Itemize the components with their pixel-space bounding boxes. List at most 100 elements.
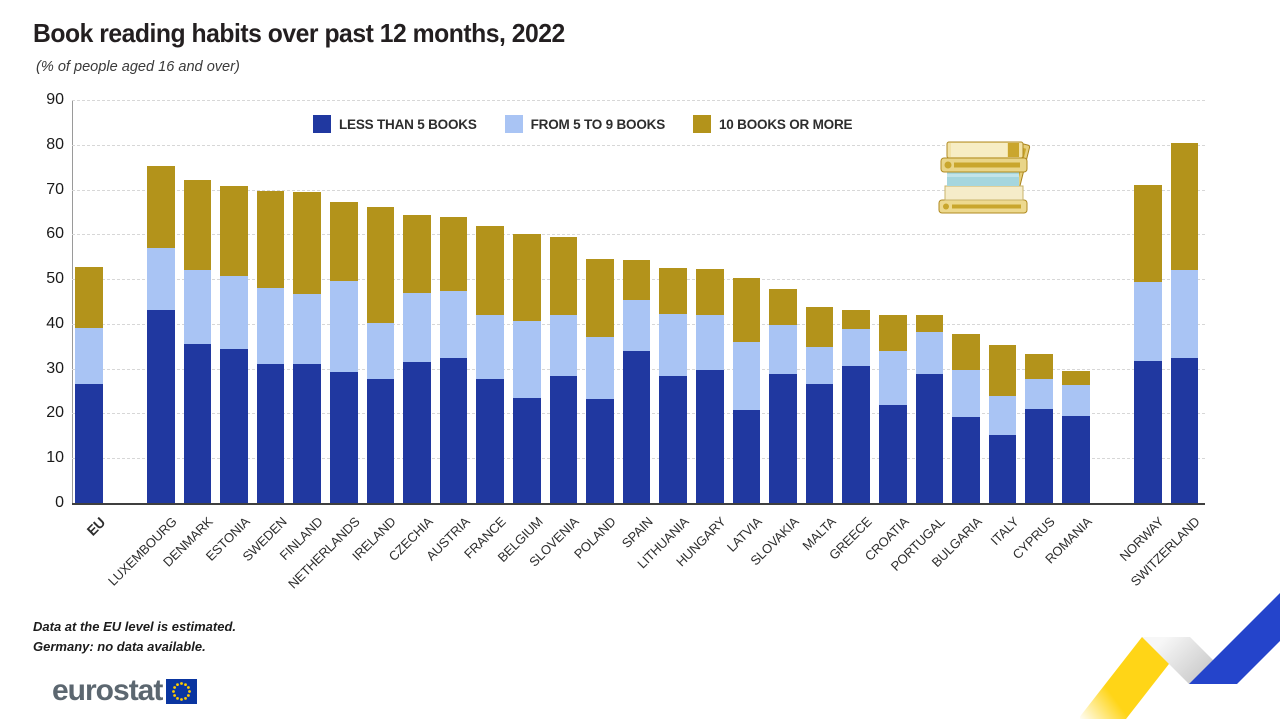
y-tick-60: 60 [46, 225, 64, 243]
segment-austria-from_5_to_9 [439, 290, 468, 359]
segment-finland-less_than_5 [293, 364, 321, 503]
segment-czechia-from_5_to_9 [403, 293, 431, 362]
segment-bulgaria-ten_or_more [952, 333, 980, 370]
segment-estonia-from_5_to_9 [220, 275, 248, 349]
segment-slovenia-less_than_5 [549, 375, 578, 503]
bar-portugal [915, 100, 944, 503]
segment-czechia-less_than_5 [403, 361, 431, 503]
bar-malta [805, 100, 834, 503]
segment-austria-less_than_5 [439, 358, 468, 503]
bar-hungary [696, 100, 724, 503]
bar-italy [988, 100, 1017, 503]
segment-luxembourg-from_5_to_9 [147, 247, 175, 311]
bar-belgium [513, 100, 541, 503]
segment-slovakia-ten_or_more [769, 289, 797, 325]
segment-eu-ten_or_more [75, 266, 103, 329]
segment-poland-ten_or_more [586, 258, 614, 337]
bar-bulgaria [952, 100, 980, 503]
bar-netherlands [330, 100, 358, 503]
bar-latvia [732, 100, 761, 503]
segment-cyprus-ten_or_more [1025, 354, 1053, 379]
bar-norway [1134, 100, 1162, 503]
bar-slovenia [549, 100, 578, 503]
gridline-80 [72, 144, 1205, 146]
segment-italy-from_5_to_9 [988, 396, 1017, 435]
bar-lithuania [659, 100, 687, 503]
segment-cyprus-less_than_5 [1025, 408, 1053, 503]
segment-lithuania-ten_or_more [659, 268, 687, 315]
segment-belgium-less_than_5 [513, 397, 541, 503]
segment-czechia-ten_or_more [403, 214, 431, 293]
segment-lithuania-from_5_to_9 [659, 314, 687, 377]
segment-ireland-less_than_5 [366, 379, 395, 503]
bar-denmark [183, 100, 212, 503]
segment-switzerland-from_5_to_9 [1170, 269, 1199, 358]
gridline-60 [72, 234, 1205, 236]
y-tick-20: 20 [46, 404, 64, 422]
segment-finland-ten_or_more [293, 191, 321, 294]
segment-belgium-from_5_to_9 [513, 321, 541, 398]
segment-latvia-less_than_5 [732, 409, 761, 503]
bar-slovakia [769, 100, 797, 503]
segment-latvia-from_5_to_9 [732, 341, 761, 410]
ribbon-decoration [1080, 593, 1280, 719]
segment-greece-less_than_5 [842, 366, 870, 503]
legend-item-less_than_5: LESS THAN 5 BOOKS [313, 115, 477, 133]
segment-croatia-ten_or_more [879, 314, 907, 352]
footnote-line-1: Data at the EU level is estimated. [33, 619, 237, 634]
bar-greece [842, 100, 870, 503]
bar-switzerland [1170, 100, 1199, 503]
bar-austria [439, 100, 468, 503]
segment-netherlands-from_5_to_9 [330, 280, 358, 372]
segment-netherlands-ten_or_more [330, 202, 358, 281]
bar-ireland [366, 100, 395, 503]
bar-spain [622, 100, 651, 503]
plot-area [72, 100, 1205, 503]
segment-spain-from_5_to_9 [622, 300, 651, 351]
segment-france-ten_or_more [476, 225, 504, 316]
bar-france [476, 100, 504, 503]
y-tick-50: 50 [46, 270, 64, 288]
ribbon-blue-band [1189, 593, 1280, 684]
bar-czechia [403, 100, 431, 503]
segment-portugal-less_than_5 [915, 374, 944, 503]
legend-label-ten_or_more: 10 BOOKS OR MORE [719, 116, 853, 132]
bar-croatia [879, 100, 907, 503]
y-tick-30: 30 [46, 359, 64, 377]
segment-slovakia-from_5_to_9 [769, 324, 797, 375]
x-axis-line [72, 503, 1205, 505]
segment-malta-from_5_to_9 [805, 346, 834, 384]
segment-switzerland-less_than_5 [1170, 357, 1199, 503]
bar-luxembourg [147, 100, 175, 503]
segment-eu-less_than_5 [75, 384, 103, 503]
segment-norway-from_5_to_9 [1134, 281, 1162, 361]
segment-slovakia-less_than_5 [769, 374, 797, 503]
segment-estonia-less_than_5 [220, 348, 248, 503]
legend-swatch-from_5_to_9 [504, 115, 523, 133]
segment-bulgaria-less_than_5 [952, 417, 980, 503]
segment-portugal-ten_or_more [915, 315, 944, 332]
legend-label-less_than_5: LESS THAN 5 BOOKS [339, 116, 477, 132]
legend-item-from_5_to_9: FROM 5 TO 9 BOOKS [504, 115, 665, 133]
segment-croatia-from_5_to_9 [879, 351, 907, 406]
bar-eu [75, 100, 103, 503]
segment-finland-from_5_to_9 [293, 293, 321, 365]
segment-denmark-less_than_5 [183, 344, 212, 503]
segment-netherlands-less_than_5 [330, 371, 358, 503]
eurostat-logo: eurostat [52, 674, 198, 708]
segment-greece-from_5_to_9 [842, 329, 870, 367]
segment-malta-less_than_5 [805, 383, 834, 503]
segment-estonia-ten_or_more [220, 185, 248, 276]
segment-romania-from_5_to_9 [1062, 385, 1090, 416]
segment-luxembourg-ten_or_more [147, 166, 175, 248]
segment-france-less_than_5 [476, 378, 504, 503]
bar-poland [586, 100, 614, 503]
y-tick-10: 10 [46, 449, 64, 467]
segment-spain-less_than_5 [622, 350, 651, 503]
segment-norway-less_than_5 [1134, 360, 1162, 503]
books-icon [938, 141, 1031, 214]
y-tick-70: 70 [46, 180, 64, 198]
legend-item-ten_or_more: 10 BOOKS OR MORE [693, 115, 853, 133]
segment-ireland-ten_or_more [366, 207, 395, 323]
segment-ireland-from_5_to_9 [366, 323, 395, 380]
